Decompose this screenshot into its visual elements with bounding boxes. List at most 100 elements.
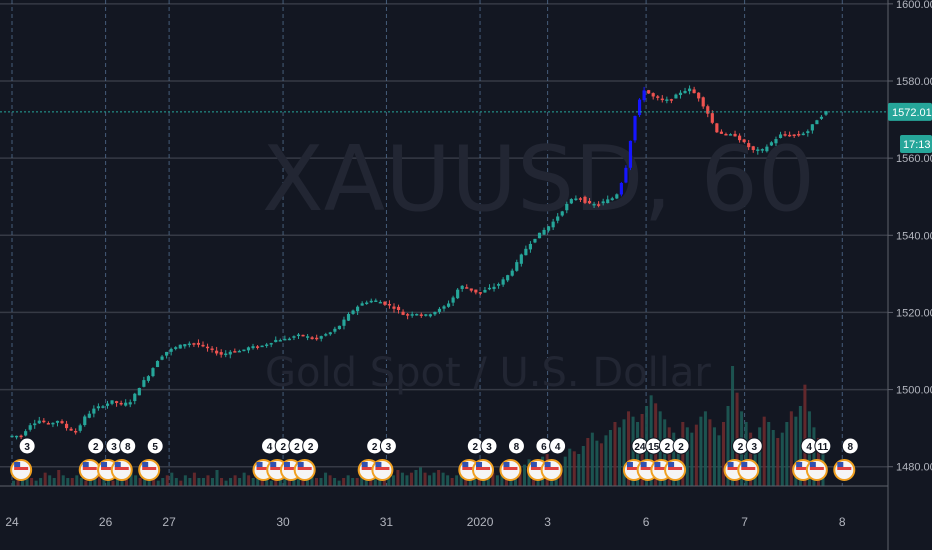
candle-body <box>215 350 219 354</box>
volume-bar <box>518 470 522 486</box>
candle-body <box>233 351 237 353</box>
volume-bar <box>52 478 56 486</box>
candle-body <box>74 430 78 433</box>
candle-body <box>519 254 523 264</box>
candle-body <box>224 353 228 356</box>
candle-body <box>678 92 683 96</box>
volume-bar <box>102 478 106 486</box>
volume-bar <box>405 475 409 486</box>
candle-body <box>83 416 87 426</box>
candle-body <box>510 270 514 276</box>
volume-bar <box>432 472 436 486</box>
flag-canton <box>503 462 510 467</box>
volume-bar <box>70 478 74 486</box>
event-count: 8 <box>514 442 520 453</box>
candle-body <box>14 435 19 438</box>
event-marker[interactable]: 3 <box>737 437 763 481</box>
volume-bar <box>419 467 423 486</box>
event-marker[interactable]: 2 <box>266 437 292 481</box>
x-tick-label: 30 <box>276 515 290 529</box>
event-count: 2 <box>678 442 684 453</box>
volume-bar <box>803 384 807 486</box>
candle-body <box>328 332 332 335</box>
volume-bar <box>608 430 612 486</box>
candle-body <box>474 289 478 293</box>
event-count-badge <box>146 437 164 455</box>
flag-canton <box>741 462 748 467</box>
candle-body <box>169 348 173 352</box>
volume-bar <box>269 480 273 486</box>
volume-bar <box>789 411 793 486</box>
volume-bar <box>111 480 115 486</box>
volume-bar <box>170 472 174 486</box>
candle-body <box>710 113 714 123</box>
candle-body <box>433 311 437 315</box>
event-marker[interactable]: 8 <box>833 437 859 481</box>
candle-body <box>501 279 505 285</box>
volume-bar <box>12 480 16 486</box>
event-count-badge <box>745 437 763 455</box>
flag-stripe <box>114 467 129 470</box>
y-tick-label: 1540.00 <box>896 230 932 242</box>
candle-body <box>733 133 737 137</box>
event-marker[interactable]: 8 <box>110 437 137 481</box>
event-marker[interactable]: 8 <box>499 437 525 481</box>
flag-stripe <box>297 467 312 470</box>
volume-bar <box>134 475 138 486</box>
candle-body <box>392 306 396 309</box>
candle-body <box>51 422 55 425</box>
candle-body <box>665 99 669 101</box>
candle-body <box>601 201 605 204</box>
economic-events[interactable]: 3 2 3 8 5 4 2 2 2 2 3 2 3 8 6 4 24 15 2 2 2 3 4 11 8 <box>10 437 859 481</box>
event-marker[interactable]: 2 <box>664 437 690 481</box>
event-marker[interactable]: 2 <box>293 437 320 481</box>
volume-bar <box>721 422 726 486</box>
volume-bar <box>314 478 319 486</box>
candle-body <box>792 134 796 137</box>
volume-bar <box>210 478 214 486</box>
volume-bar <box>229 478 233 486</box>
event-marker[interactable]: 5 <box>138 437 164 481</box>
flag-canton <box>297 462 304 467</box>
price-axis[interactable]: 1480.00 1500.00 1520.00 1540.00 1560.00 1580.… <box>888 0 932 474</box>
candle-body <box>769 142 774 146</box>
volume-bar <box>21 480 25 486</box>
candle-body <box>287 338 291 341</box>
candle-body <box>469 288 473 291</box>
volume-bar <box>794 416 798 486</box>
event-marker[interactable]: 2 <box>78 437 105 481</box>
event-marker[interactable]: 3 <box>472 437 498 481</box>
event-marker[interactable]: 24 <box>622 437 649 481</box>
volume-bar <box>161 478 165 486</box>
candle-body <box>342 319 346 326</box>
event-marker[interactable]: 3 <box>371 437 397 481</box>
candle-body <box>178 344 182 349</box>
event-count: 11 <box>818 442 829 453</box>
candle-body <box>105 403 110 406</box>
event-marker[interactable]: 3 <box>10 437 36 481</box>
candlestick-series[interactable] <box>10 85 828 440</box>
candle-body <box>219 352 223 355</box>
flag-canton <box>640 462 647 467</box>
candle-body <box>369 300 373 303</box>
event-count: 3 <box>386 442 392 453</box>
volume-bar <box>428 475 432 486</box>
candle-body <box>701 97 705 107</box>
event-count-badge <box>507 437 525 455</box>
price-axis-bg <box>888 0 932 550</box>
candle-body <box>492 286 496 289</box>
flag-stripe <box>741 467 756 470</box>
event-marker[interactable]: 4 <box>540 437 567 481</box>
event-count-badge <box>814 437 832 455</box>
x-tick-label: 7 <box>741 515 748 529</box>
time-axis[interactable]: 24 26 27 30 31 2020 3 6 7 8 <box>5 515 846 529</box>
event-count-badge <box>841 437 859 455</box>
candle-body <box>592 203 596 206</box>
event-marker[interactable]: 11 <box>805 437 832 481</box>
candle-body <box>442 306 446 309</box>
candle-body <box>10 435 14 438</box>
candle-body <box>788 134 792 137</box>
volume-bar <box>197 478 201 486</box>
event-count: 3 <box>486 442 492 453</box>
